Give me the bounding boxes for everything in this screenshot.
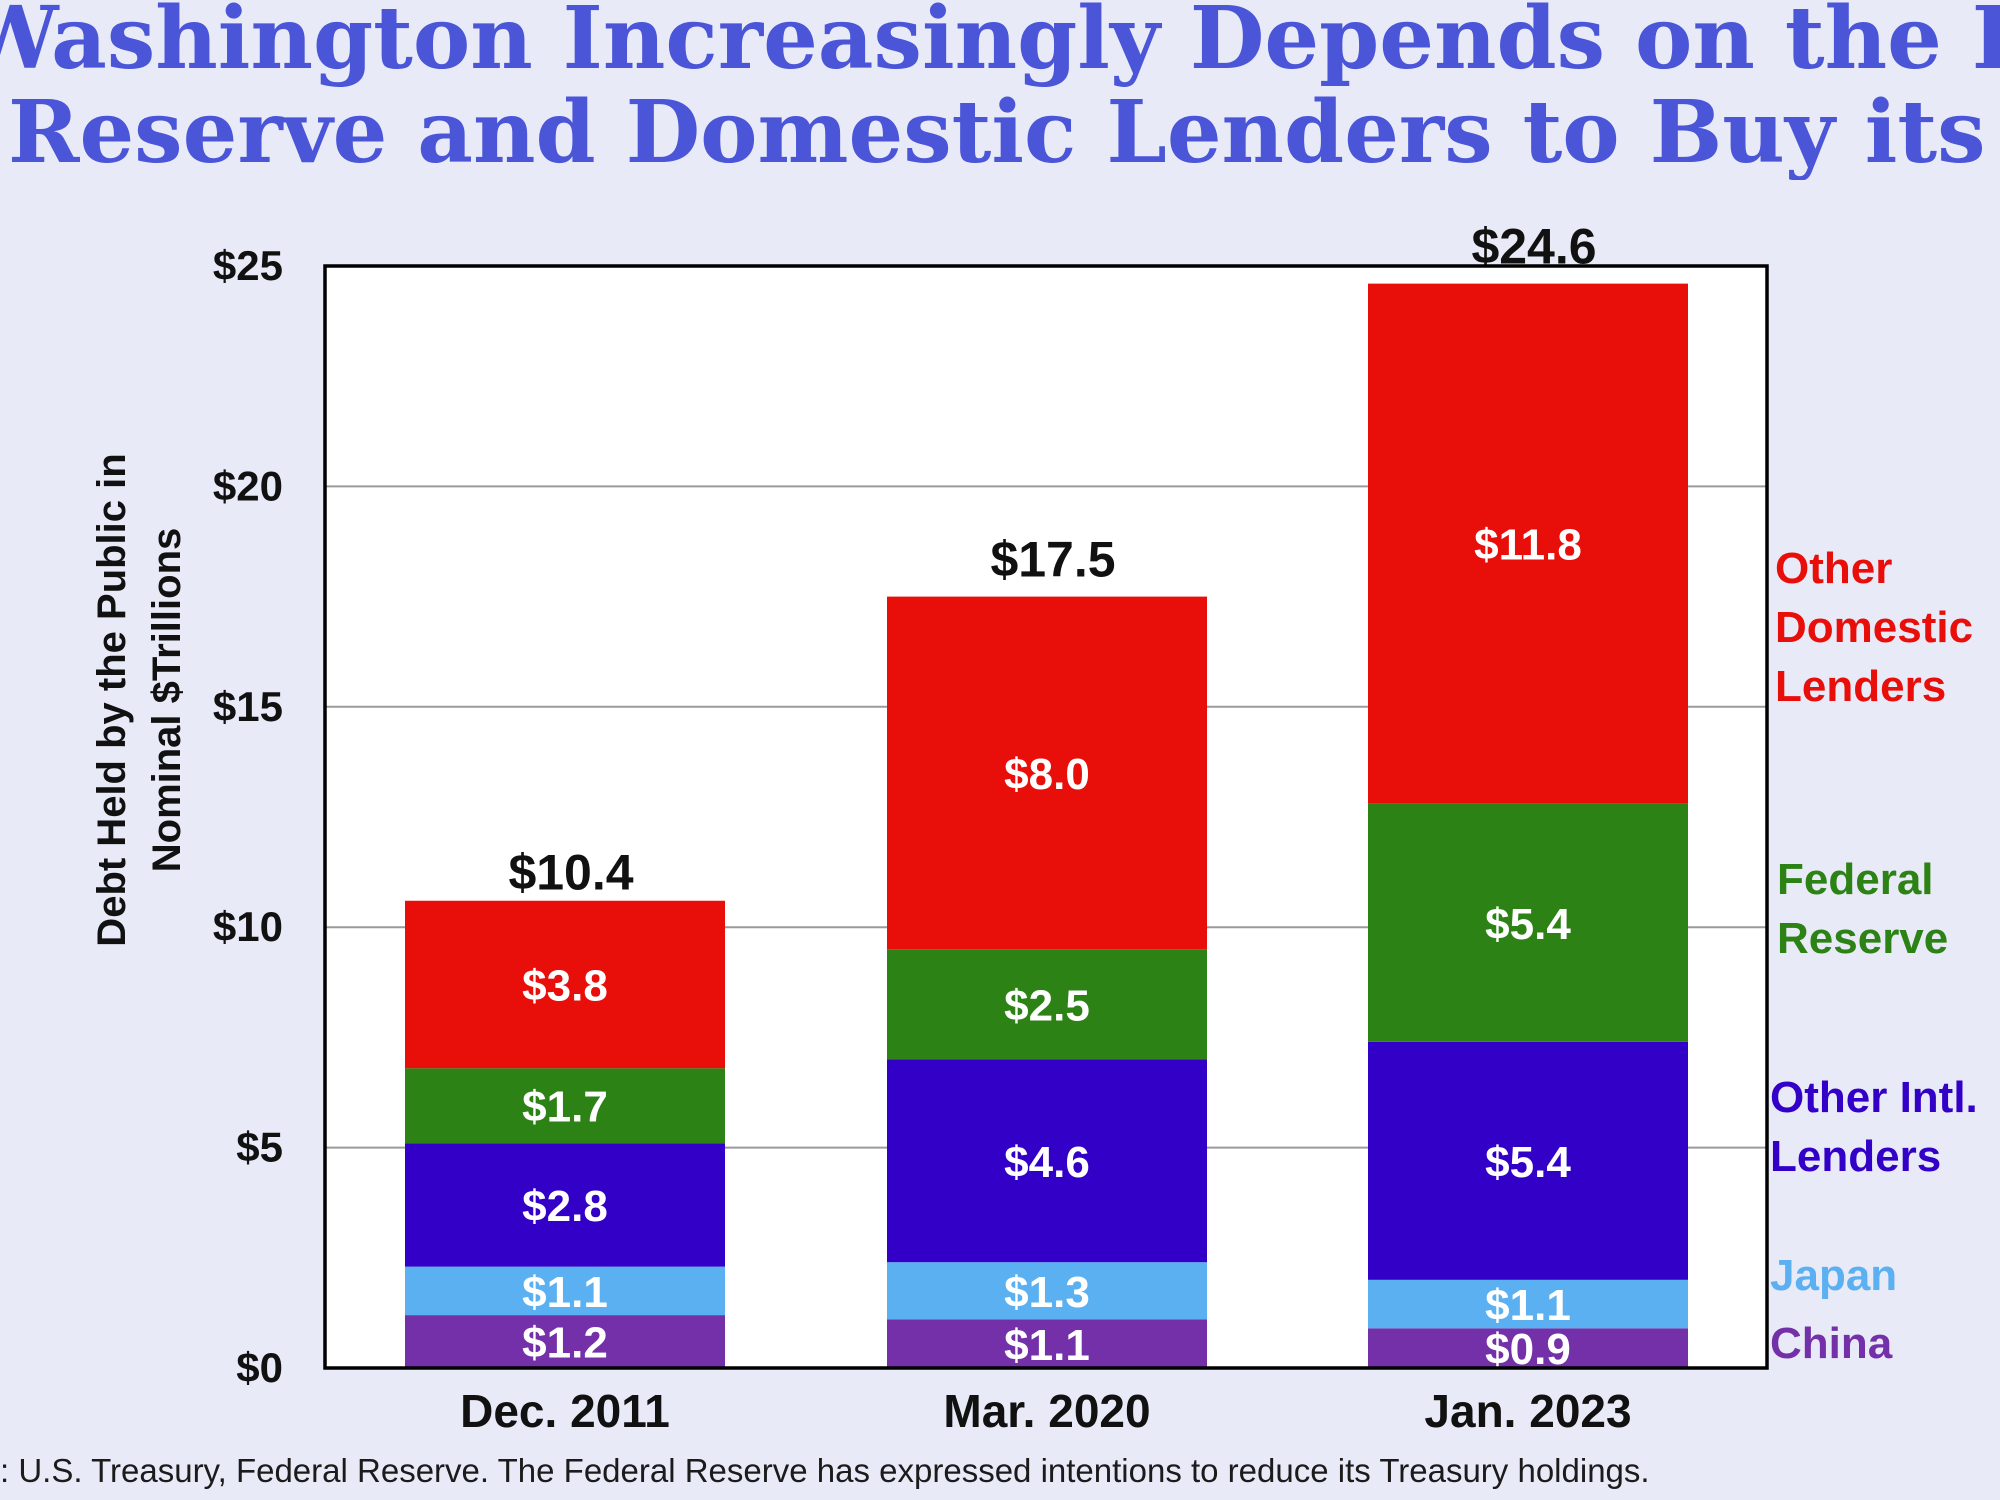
legend-label-other-domestic-lenders: Domestic (1775, 603, 1973, 652)
bar-segment-other-domestic-lenders (887, 596, 1207, 950)
y-axis-label-line-1: Debt Held by the Public in (90, 453, 134, 946)
segment-label-other-domestic-lenders: $11.8 (1474, 521, 1582, 570)
chart-title: Washington Increasingly Depends on the F… (0, 0, 2000, 180)
legend-label-japan: Japan (1770, 1251, 1897, 1300)
bar-segment-china (1368, 1328, 1688, 1368)
total-label: $10.4 (508, 845, 633, 901)
bar-segment-japan (405, 1266, 725, 1316)
segment-label-japan: $1.3 (1004, 1268, 1090, 1317)
legend-label-federal-reserve: Federal (1777, 855, 1934, 904)
bar-segment-other-intl-lenders (1368, 1041, 1688, 1280)
bar-segment-other-domestic-lenders (405, 900, 725, 1069)
y-tick-label: $25 (213, 242, 283, 289)
legend-label-other-intl-lenders: Lenders (1770, 1132, 1941, 1181)
segment-label-other-intl-lenders: $2.8 (522, 1182, 608, 1231)
y-axis-label-line-2: Nominal $Trillions (145, 528, 189, 873)
bar-segment-china (887, 1319, 1207, 1368)
bar-segment-other-intl-lenders (887, 1059, 1207, 1263)
segment-label-other-intl-lenders: $5.4 (1485, 1138, 1571, 1187)
y-tick-label: $20 (213, 462, 283, 509)
legend-label-federal-reserve: Reserve (1777, 914, 1948, 963)
title-line-2: Reserve and Domestic Lenders to Buy its … (8, 82, 2000, 180)
y-tick-label: $10 (213, 903, 283, 950)
source-note: : U.S. Treasury, Federal Reserve. The Fe… (0, 1452, 1650, 1489)
segment-label-federal-reserve: $5.4 (1485, 900, 1571, 949)
bar-segment-japan (1368, 1279, 1688, 1329)
segment-label-other-intl-lenders: $4.6 (1004, 1138, 1090, 1187)
legend-label-other-domestic-lenders: Lenders (1775, 662, 1946, 711)
segment-label-japan: $1.1 (1485, 1281, 1571, 1330)
bar-segment-japan (887, 1262, 1207, 1320)
segment-label-china: $1.1 (1004, 1321, 1090, 1370)
plot-frame (323, 264, 1769, 1370)
segment-label-japan: $1.1 (522, 1268, 608, 1317)
x-category-label: Mar. 2020 (943, 1385, 1150, 1437)
legend-label-china: China (1770, 1319, 1893, 1368)
bar-segment-federal-reserve (405, 1068, 725, 1144)
legend: Other Domestic Lenders Federal Reserve Other … (1770, 544, 1978, 1368)
y-tick-label: $0 (236, 1344, 283, 1391)
legend-label-other-domestic-lenders: Other (1775, 544, 1892, 593)
segment-label-other-domestic-lenders: $3.8 (522, 962, 608, 1011)
title-line-1: Washington Increasingly Depends on the F… (0, 0, 2000, 89)
y-tick-label: $5 (236, 1124, 283, 1171)
x-category-label: Jan. 2023 (1424, 1385, 1631, 1437)
bar-segment-other-domestic-lenders (1368, 283, 1688, 804)
y-axis-label: Debt Held by the Public in Nominal $Tril… (90, 453, 189, 946)
segment-label-federal-reserve: $1.7 (522, 1083, 608, 1132)
bar-segment-other-intl-lenders (405, 1143, 725, 1267)
y-tick-label: $15 (213, 683, 283, 730)
y-axis-ticks: $0 $5 $10 $15 $20 $25 (213, 242, 283, 1391)
legend-label-other-intl-lenders: Other Intl. (1770, 1073, 1978, 1122)
total-label: $17.5 (990, 532, 1115, 588)
x-axis-categories: Dec. 2011 Mar. 2020 Jan. 2023 (460, 1385, 1631, 1437)
segment-label-china: $1.2 (522, 1319, 608, 1368)
bar-segment-federal-reserve (1368, 803, 1688, 1042)
segment-label-federal-reserve: $2.5 (1004, 981, 1090, 1030)
bar-segment-china (405, 1315, 725, 1368)
x-category-label: Dec. 2011 (460, 1385, 670, 1437)
segment-label-china: $0.9 (1485, 1325, 1571, 1374)
segment-label-other-domestic-lenders: $8.0 (1004, 750, 1090, 799)
segment-labels: $1.2$1.1$2.8$1.7$3.8$1.1$1.3$4.6$2.5$8.0… (522, 521, 1582, 1374)
bars (405, 283, 1688, 1368)
bar-segment-federal-reserve (887, 949, 1207, 1060)
